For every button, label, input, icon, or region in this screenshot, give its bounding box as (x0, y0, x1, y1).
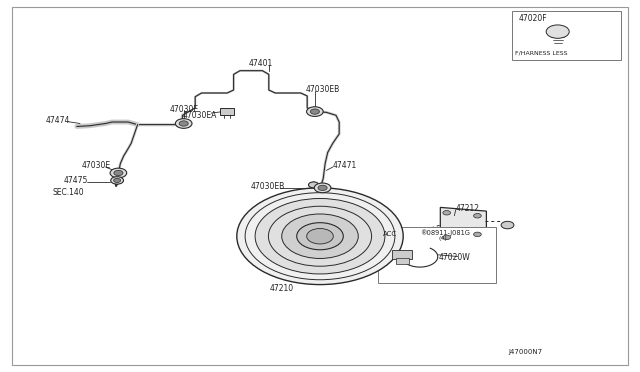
Circle shape (308, 182, 319, 188)
Circle shape (443, 211, 451, 215)
Circle shape (474, 214, 481, 218)
Circle shape (179, 121, 188, 126)
Circle shape (546, 25, 569, 38)
Text: 47030EB: 47030EB (251, 182, 285, 191)
Circle shape (114, 179, 120, 182)
Ellipse shape (451, 218, 470, 232)
Circle shape (237, 188, 403, 285)
Text: 47212: 47212 (456, 204, 480, 213)
Circle shape (501, 221, 514, 229)
Text: 47020W: 47020W (438, 253, 470, 262)
Text: 47020F: 47020F (518, 14, 547, 23)
Circle shape (110, 168, 127, 178)
Text: ®08911-J081G: ®08911-J081G (420, 229, 470, 236)
Text: 47030EA: 47030EA (182, 111, 217, 120)
Text: (4): (4) (438, 236, 447, 241)
Text: 47471: 47471 (333, 161, 357, 170)
Circle shape (282, 214, 358, 259)
Bar (512, 11, 621, 60)
Circle shape (111, 177, 124, 184)
Circle shape (310, 109, 319, 114)
Circle shape (307, 107, 323, 116)
Text: 47030E: 47030E (82, 161, 111, 170)
Polygon shape (440, 208, 486, 243)
Circle shape (443, 235, 451, 240)
Circle shape (318, 185, 327, 190)
Text: 47210: 47210 (269, 284, 294, 293)
Text: F/HARNESS LESS: F/HARNESS LESS (515, 50, 568, 55)
Text: 47030EB: 47030EB (306, 85, 340, 94)
Text: SEC.140: SEC.140 (52, 188, 84, 197)
Circle shape (175, 119, 192, 128)
Circle shape (255, 199, 385, 274)
Text: ACC: ACC (383, 231, 397, 237)
Text: 47474: 47474 (46, 116, 70, 125)
Circle shape (314, 183, 331, 193)
Bar (220, 108, 234, 115)
Circle shape (297, 223, 343, 250)
Text: 47401: 47401 (248, 60, 273, 68)
Circle shape (474, 232, 481, 237)
Bar (378, 227, 496, 283)
Bar (396, 258, 409, 264)
Circle shape (114, 170, 123, 176)
Text: 47030E: 47030E (170, 105, 199, 114)
Bar (392, 250, 412, 259)
Circle shape (307, 228, 333, 244)
Text: J47000N7: J47000N7 (509, 349, 543, 355)
Text: 47475: 47475 (64, 176, 88, 185)
